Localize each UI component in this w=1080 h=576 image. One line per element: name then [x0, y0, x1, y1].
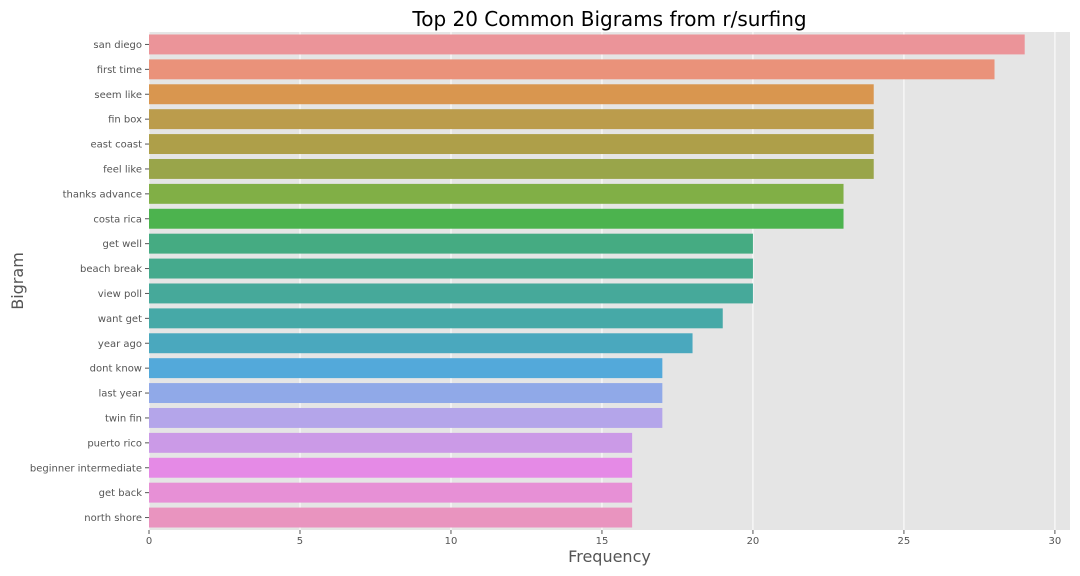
bar: [149, 183, 844, 204]
bar: [149, 109, 874, 130]
x-tick-label: 5: [297, 536, 303, 547]
bar: [149, 482, 633, 503]
bar: [149, 258, 753, 279]
plot-background: [149, 32, 1070, 530]
y-tick-label: beginner intermediate: [30, 463, 142, 474]
x-tick-label: 0: [146, 536, 152, 547]
bar: [149, 134, 874, 155]
y-tick-label: east coast: [91, 140, 143, 151]
y-tick-label: beach break: [80, 264, 142, 275]
x-tick-label: 10: [445, 536, 458, 547]
bar: [149, 432, 633, 453]
y-tick-label: want get: [98, 314, 142, 325]
y-tick-labels: san diego first time seem like fin box east …: [30, 40, 149, 524]
y-tick-label: dont know: [90, 364, 142, 375]
x-tick-label: 20: [747, 536, 760, 547]
bar: [149, 358, 663, 379]
bar: [149, 308, 723, 329]
bar: [149, 383, 663, 404]
y-tick-label: get back: [99, 488, 143, 499]
bar: [149, 84, 874, 105]
y-tick-label: costa rica: [93, 214, 142, 225]
y-tick-label: last year: [98, 389, 142, 400]
bar: [149, 158, 874, 179]
bar: [149, 59, 995, 80]
bar: [149, 233, 753, 254]
bar: [149, 283, 753, 304]
y-tick-label: north shore: [84, 513, 142, 524]
x-tick-label: 15: [596, 536, 609, 547]
bar: [149, 507, 633, 528]
y-tick-label: fin box: [108, 115, 142, 126]
bar: [149, 208, 844, 229]
y-tick-label: seem like: [94, 90, 142, 101]
y-tick-label: feel like: [103, 164, 142, 175]
x-tick-label: 30: [1049, 536, 1062, 547]
x-tick-label: 25: [898, 536, 911, 547]
bar: [149, 34, 1025, 55]
y-tick-label: san diego: [93, 40, 142, 51]
y-tick-label: thanks advance: [63, 189, 142, 200]
y-tick-label: puerto rico: [87, 438, 142, 449]
x-axis-label: Frequency: [568, 547, 651, 566]
y-tick-label: view poll: [98, 289, 142, 300]
bar: [149, 333, 693, 354]
y-tick-label: get well: [103, 239, 143, 250]
bar: [149, 457, 633, 478]
y-tick-label: twin fin: [105, 413, 142, 424]
chart-title: Top 20 Common Bigrams from r/surfing: [411, 7, 806, 31]
y-axis-label: Bigram: [8, 252, 27, 310]
bars: [149, 34, 1025, 528]
x-tick-labels: 0 5 10 15 20 25 30: [146, 530, 1061, 547]
y-tick-label: year ago: [98, 339, 142, 350]
y-tick-label: first time: [97, 65, 142, 76]
bar: [149, 407, 663, 428]
